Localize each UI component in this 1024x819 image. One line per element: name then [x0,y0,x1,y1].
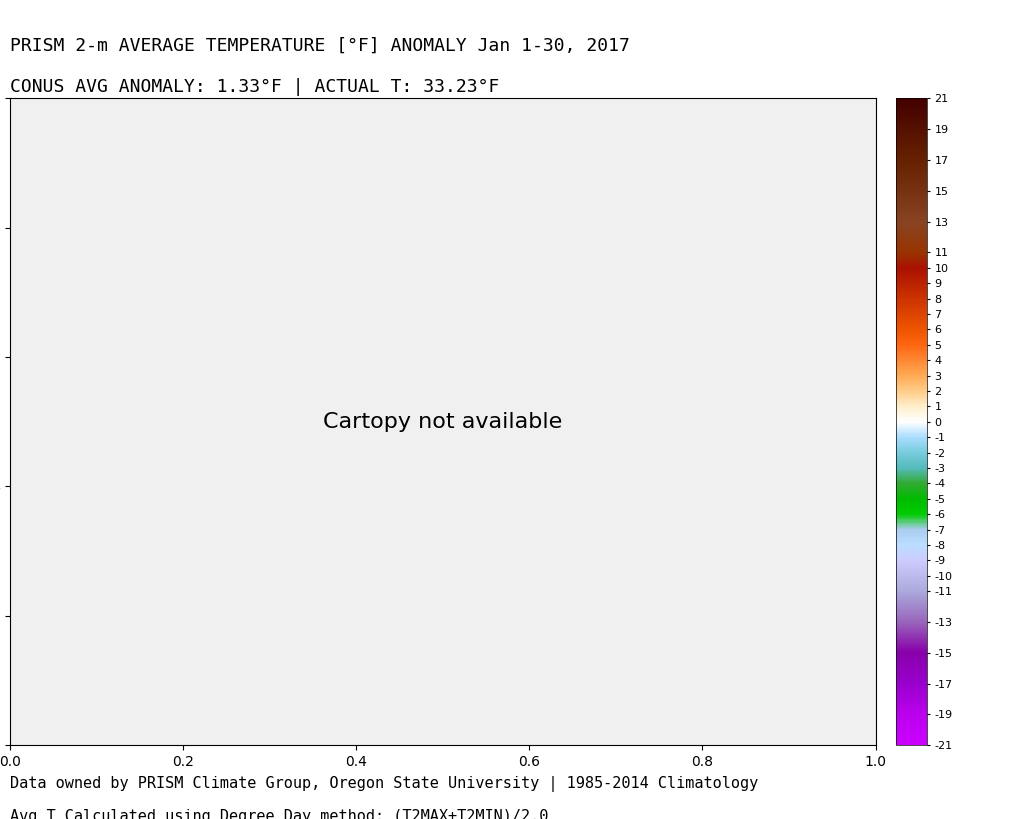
Text: Avg T Calculated using Degree Day method: (T2MAX+T2MIN)/2.0: Avg T Calculated using Degree Day method… [10,809,549,819]
Text: Cartopy not available: Cartopy not available [324,412,562,432]
Text: PRISM 2-m AVERAGE TEMPERATURE [°F] ANOMALY Jan 1-30, 2017: PRISM 2-m AVERAGE TEMPERATURE [°F] ANOMA… [10,37,630,55]
Text: Data owned by PRISM Climate Group, Oregon State University | 1985-2014 Climatolo: Data owned by PRISM Climate Group, Orego… [10,776,759,793]
Text: CONUS AVG ANOMALY: 1.33°F | ACTUAL T: 33.23°F: CONUS AVG ANOMALY: 1.33°F | ACTUAL T: 33… [10,78,500,96]
